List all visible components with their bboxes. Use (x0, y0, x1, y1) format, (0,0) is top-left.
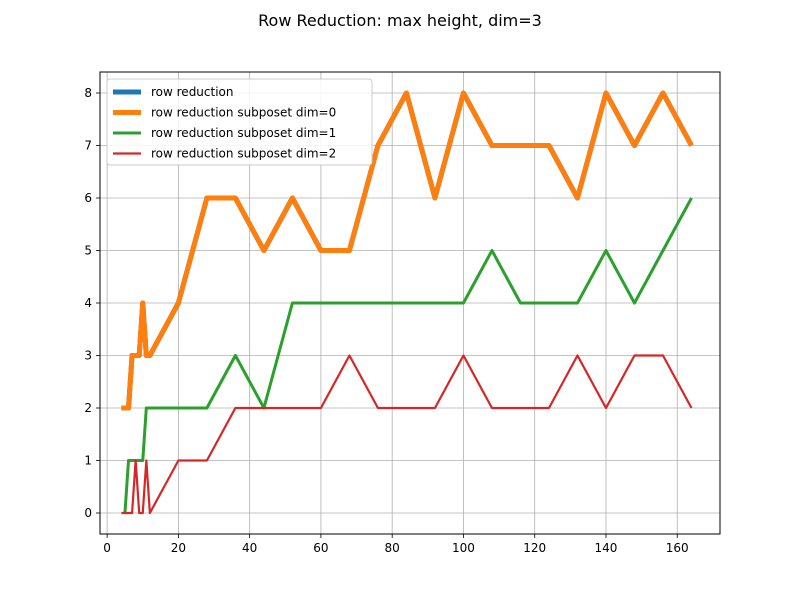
y-tick-label: 6 (84, 191, 92, 205)
y-tick-label: 5 (84, 244, 92, 258)
y-tick-label: 7 (84, 139, 92, 153)
legend-label: row reduction (151, 85, 234, 99)
x-tick-label: 100 (452, 541, 475, 555)
legend-box (106, 78, 373, 166)
legend: row reduction row reduction subposet dim=… (106, 78, 373, 166)
legend-label: row reduction subposet dim=1 (151, 126, 336, 140)
y-tick-label: 8 (84, 86, 92, 100)
series-line-3 (123, 197, 693, 514)
series-line-2 (121, 90, 694, 411)
x-tick-label: 160 (666, 541, 689, 555)
y-tick-label: 0 (84, 506, 92, 520)
legend-label: row reduction subposet dim=2 (151, 147, 336, 161)
x-tick-label: 80 (385, 541, 400, 555)
series-layer (121, 90, 694, 515)
series-line-4 (121, 354, 693, 515)
y-tick-label: 3 (84, 349, 92, 363)
axis-ticks: 0 20 40 60 80 100 120 140 160 0 1 2 3 4 5 6 7 8 (84, 86, 688, 555)
chart-title: Row Reduction: max height, dim=3 (258, 11, 542, 30)
x-tick-label: 0 (103, 541, 111, 555)
x-tick-label: 120 (523, 541, 546, 555)
x-tick-label: 140 (595, 541, 618, 555)
x-tick-label: 60 (313, 541, 328, 555)
y-tick-label: 4 (84, 296, 92, 310)
x-tick-label: 20 (171, 541, 186, 555)
y-tick-label: 1 (84, 454, 92, 468)
y-tick-label: 2 (84, 401, 92, 415)
x-tick-label: 40 (242, 541, 257, 555)
legend-label: row reduction subposet dim=0 (151, 106, 336, 120)
